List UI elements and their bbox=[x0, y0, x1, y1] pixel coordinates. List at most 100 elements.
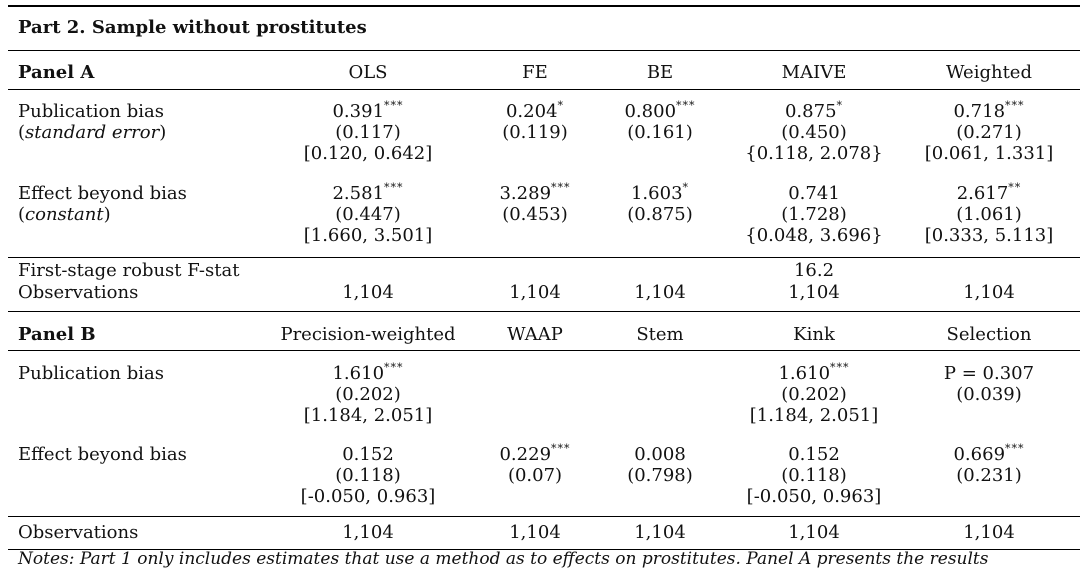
panel-b-effect-ci-0-text: [-0.050, 0.963] bbox=[300, 486, 436, 507]
panel-b-col-header-2-text: Stem bbox=[636, 324, 684, 345]
panel-a-obs-3: 1,104 bbox=[704, 282, 924, 303]
panel-b-obs-1-text: 1,104 bbox=[509, 522, 561, 543]
header-rule-b bbox=[8, 350, 1080, 351]
panel-a-pub_bias-se-4-text: (0.271) bbox=[956, 122, 1022, 143]
panel-a-pub_bias-se-4: (0.271) bbox=[879, 122, 1085, 143]
panel-a-effect-se-0-text: (0.447) bbox=[335, 204, 401, 225]
panel-a-col-header-4-text: Weighted bbox=[946, 62, 1032, 83]
panel-a-obs-2: 1,104 bbox=[550, 282, 770, 303]
panel-b-col-header-4-text: Selection bbox=[946, 324, 1032, 345]
panel-a-effect-coef-0: 2.581*** bbox=[258, 181, 478, 206]
panel-b-effect-se-2: (0.798) bbox=[550, 465, 770, 486]
panel-a-effect-coef-4-text: 2.617 bbox=[956, 183, 1009, 204]
obs-label-a: Observations bbox=[18, 282, 139, 303]
panel-a-effect-coef-3-text: 0.741 bbox=[788, 183, 840, 204]
panel-b-obs-1: 1,104 bbox=[425, 522, 645, 543]
pub-bias-label-a: Publication bias bbox=[18, 101, 164, 122]
panel-a-effect-se-1-text: (0.453) bbox=[502, 204, 568, 225]
panel-b-effect-coef-4-stars: *** bbox=[1005, 442, 1025, 455]
panel-a-obs-4-text: 1,104 bbox=[963, 282, 1015, 303]
panel-b-effect-ci-3: [-0.050, 0.963] bbox=[704, 486, 924, 507]
panel-b-col-header-1-text: WAAP bbox=[507, 324, 563, 345]
panel-a-effect-ci-0-text: [1.660, 3.501] bbox=[303, 225, 433, 246]
panel-a-effect-se-3: (1.728) bbox=[704, 204, 924, 225]
panel-a-effect-coef-1: 3.289*** bbox=[425, 181, 645, 206]
stats-rule-b bbox=[8, 516, 1080, 517]
panel-a-pub_bias-se-2-text: (0.161) bbox=[627, 122, 693, 143]
title-rule bbox=[8, 50, 1080, 51]
panel-b-pub_bias-se-0: (0.202) bbox=[258, 384, 478, 405]
panel-a-col-header-1-text: FE bbox=[522, 62, 548, 83]
panel-a-effect-ci-0: [1.660, 3.501] bbox=[258, 225, 478, 246]
panel-a-pub_bias-ci-3-text: {0.118, 2.078} bbox=[745, 143, 883, 164]
panel-b-effect-coef-2: 0.008 bbox=[550, 444, 770, 465]
panel-b-pub_bias-ci-3-text: [1.184, 2.051] bbox=[749, 405, 879, 426]
panel-a-effect-coef-1-text: 3.289 bbox=[499, 183, 552, 204]
table-title: Part 2. Sample without prostitutes bbox=[18, 17, 367, 38]
panel-b-effect-se-0-text: (0.118) bbox=[335, 465, 401, 486]
panel-a-pub_bias-coef-3-stars: * bbox=[836, 99, 844, 112]
panel-b-effect-se-2-text: (0.798) bbox=[627, 465, 693, 486]
panel-b-obs-4: 1,104 bbox=[879, 522, 1085, 543]
panel-b-label: Panel B bbox=[18, 324, 96, 345]
panel-a-pub_bias-coef-1-stars: * bbox=[557, 99, 565, 112]
panel-a-effect-coef-2: 1.603* bbox=[550, 181, 770, 206]
panel-b-pub_bias-coef-3-stars: *** bbox=[830, 361, 850, 374]
panel-a-pub_bias-ci-3: {0.118, 2.078} bbox=[704, 143, 924, 164]
panel-a-pub_bias-ci-0-text: [0.120, 0.642] bbox=[303, 143, 433, 164]
panel-b-obs-2-text: 1,104 bbox=[634, 522, 686, 543]
panel-b-col-header-4: Selection bbox=[879, 324, 1085, 345]
stats-rule-a bbox=[8, 257, 1080, 258]
panel-a-obs-1: 1,104 bbox=[425, 282, 645, 303]
panel-b-pub_bias-coef-0-text: 1.610 bbox=[332, 363, 385, 384]
panel-b-effect-ci-0: [-0.050, 0.963] bbox=[258, 486, 478, 507]
panel-a-effect-se-1: (0.453) bbox=[425, 204, 645, 225]
panel-b-effect-se-4: (0.231) bbox=[879, 465, 1085, 486]
panel-b-col-header-1: WAAP bbox=[425, 324, 645, 345]
effect-label-b: Effect beyond bias bbox=[18, 444, 187, 465]
panel-a-pub_bias-se-0: (0.117) bbox=[258, 122, 478, 143]
panel-a-label: Panel A bbox=[18, 62, 95, 83]
panel-b-effect-coef-4: 0.669*** bbox=[879, 442, 1085, 467]
panel-a-pub_bias-se-3: (0.450) bbox=[704, 122, 924, 143]
panel-b-effect-coef-1: 0.229*** bbox=[425, 442, 645, 467]
panel-a-obs-3-text: 1,104 bbox=[788, 282, 840, 303]
panel-a-col-header-3-text: MAIVE bbox=[781, 62, 847, 83]
panel-a-effect-ci-4-text: [0.333, 5.113] bbox=[924, 225, 1054, 246]
panel-a-pub_bias-se-2: (0.161) bbox=[550, 122, 770, 143]
panel-a-pub_bias-coef-4-stars: *** bbox=[1005, 99, 1025, 112]
top-rule bbox=[8, 5, 1080, 7]
panel-b-pub_bias-se-3-text: (0.202) bbox=[781, 384, 847, 405]
fstat-maive-value: 16.2 bbox=[793, 260, 835, 281]
panel-b-pub_bias-se-4-text: (0.039) bbox=[956, 384, 1022, 405]
panel-a-pub_bias-coef-0-text: 0.391 bbox=[332, 101, 385, 122]
pub-bias-label-b: Publication bias bbox=[18, 363, 164, 384]
panel-a-effect-se-3-text: (1.728) bbox=[781, 204, 847, 225]
panel-b-pub_bias-ci-3: [1.184, 2.051] bbox=[704, 405, 924, 426]
panel-b-pub_bias-se-3: (0.202) bbox=[704, 384, 924, 405]
panel-a-col-header-2-text: BE bbox=[646, 62, 674, 83]
panel-b-col-header-2: Stem bbox=[550, 324, 770, 345]
panel-a-pub_bias-coef-2-text: 0.800 bbox=[624, 101, 677, 122]
panel-b-obs-0-text: 1,104 bbox=[342, 522, 394, 543]
panel-a-effect-coef-1-stars: *** bbox=[551, 181, 571, 194]
panel-a-effect-se-2: (0.875) bbox=[550, 204, 770, 225]
panel-b-pub_bias-se-0-text: (0.202) bbox=[335, 384, 401, 405]
panel-a-col-header-1: FE bbox=[425, 62, 645, 83]
panel-a-effect-se-4: (1.061) bbox=[879, 204, 1085, 225]
panel-b-effect-coef-0-text: 0.152 bbox=[342, 444, 394, 465]
panel-b-obs-3-text: 1,104 bbox=[788, 522, 840, 543]
panel-a-obs-0-text: 1,104 bbox=[342, 282, 394, 303]
panel-a-obs-0: 1,104 bbox=[258, 282, 478, 303]
panel-b-effect-coef-1-text: 0.229 bbox=[499, 444, 552, 465]
panel-a-pub_bias-se-3-text: (0.450) bbox=[781, 122, 847, 143]
panel-a-effect-coef-3: 0.741 bbox=[704, 183, 924, 204]
panel-a-pub_bias-coef-1: 0.204* bbox=[425, 99, 645, 124]
panel-b-effect-se-4-text: (0.231) bbox=[956, 465, 1022, 486]
panel-a-effect-coef-4: 2.617** bbox=[879, 181, 1085, 206]
panel-b-effect-coef-1-stars: *** bbox=[551, 442, 571, 455]
table-note: Notes: Part 1 only includes estimates th… bbox=[18, 549, 989, 569]
panel-b-effect-se-3-text: (0.118) bbox=[781, 465, 847, 486]
panel-b-effect-se-3: (0.118) bbox=[704, 465, 924, 486]
panel-a-col-header-0-text: OLS bbox=[348, 62, 388, 83]
